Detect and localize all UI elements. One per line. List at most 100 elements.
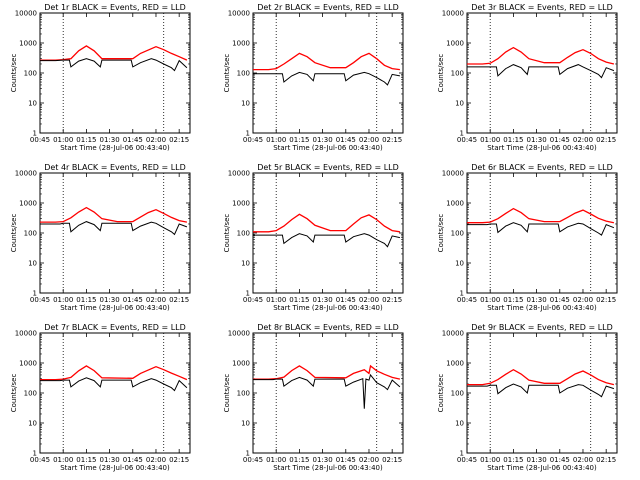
detector-chart-1: Det 1r BLACK = Events, RED = LLD 1 10 100 10… bbox=[10, 3, 191, 152]
y-tick-label: 1 bbox=[33, 130, 37, 138]
x-tick-label: 01:45 bbox=[336, 136, 356, 144]
x-tick-label: 00:45 bbox=[457, 456, 477, 464]
plot-frame bbox=[39, 172, 191, 294]
detector-chart-2: Det 2r BLACK = Events, RED = LLD 1 10 100 10… bbox=[223, 3, 404, 152]
x-tick-label: 01:15 bbox=[503, 136, 523, 144]
x-tick-label: 01:15 bbox=[289, 456, 309, 464]
x-tick-label: 01:30 bbox=[526, 296, 546, 304]
y-tick-label: 10 bbox=[455, 100, 464, 108]
lld-series-line bbox=[40, 206, 188, 223]
y-axis-label: Counts/sec bbox=[223, 374, 231, 413]
x-tick-label: 01:45 bbox=[336, 296, 356, 304]
detector-chart-4: Det 4r BLACK = Events, RED = LLD 1 10 100 10… bbox=[10, 163, 191, 312]
y-tick-label: 10 bbox=[28, 260, 37, 268]
y-tick-label: 100 bbox=[237, 230, 250, 238]
y-tick-label: 10 bbox=[455, 260, 464, 268]
x-axis-label: Start Time (28-Jul-06 00:43:40) bbox=[273, 144, 383, 152]
y-tick-label: 1 bbox=[460, 290, 464, 298]
x-tick-label: 00:45 bbox=[243, 136, 263, 144]
x-tick-label: 00:45 bbox=[30, 136, 50, 144]
lld-series-line bbox=[253, 52, 400, 71]
y-axis-label: Counts/sec bbox=[223, 54, 231, 93]
y-tick-label: 100 bbox=[24, 70, 37, 78]
detector-chart-8: Det 8r BLACK = Events, RED = LLD 1 10 100 10… bbox=[223, 323, 404, 472]
x-tick-label: 01:00 bbox=[53, 136, 73, 144]
events-series-line bbox=[253, 373, 401, 409]
y-tick-label: 100 bbox=[237, 70, 250, 78]
x-tick-label: 01:15 bbox=[503, 296, 523, 304]
x-tick-label: 01:15 bbox=[76, 136, 96, 144]
x-tick-label: 01:30 bbox=[99, 456, 119, 464]
y-tick-label: 100 bbox=[24, 390, 37, 398]
plot-frame bbox=[466, 332, 618, 454]
y-tick-label: 1 bbox=[33, 290, 37, 298]
detector-chart-6: Det 6r BLACK = Events, RED = LLD 1 10 100 10… bbox=[437, 163, 618, 312]
detector-chart-7: Det 7r BLACK = Events, RED = LLD 1 10 100 10… bbox=[10, 323, 191, 472]
x-tick-label: 01:00 bbox=[266, 456, 286, 464]
lld-series-line bbox=[253, 213, 401, 233]
y-tick-label: 10000 bbox=[228, 170, 250, 178]
x-tick-label: 01:45 bbox=[550, 456, 570, 464]
x-tick-label: 02:15 bbox=[169, 136, 189, 144]
lld-series-line bbox=[40, 45, 188, 61]
lld-series-line bbox=[467, 46, 615, 65]
events-series-line bbox=[253, 233, 401, 248]
y-axis-label: Counts/sec bbox=[437, 214, 445, 253]
y-tick-label: 10000 bbox=[442, 10, 464, 18]
x-tick-label: 01:30 bbox=[312, 136, 332, 144]
y-tick-label: 10000 bbox=[442, 330, 464, 338]
x-tick-label: 02:00 bbox=[359, 296, 379, 304]
lld-series-line bbox=[467, 207, 615, 224]
events-series-line bbox=[253, 71, 400, 86]
x-tick-label: 02:15 bbox=[169, 296, 189, 304]
x-tick-label: 01:00 bbox=[266, 296, 286, 304]
x-tick-label: 02:00 bbox=[573, 296, 593, 304]
x-tick-label: 02:15 bbox=[596, 296, 616, 304]
y-tick-label: 10 bbox=[241, 420, 250, 428]
x-tick-label: 01:30 bbox=[526, 456, 546, 464]
x-tick-label: 00:45 bbox=[243, 456, 263, 464]
y-tick-label: 10000 bbox=[228, 10, 250, 18]
y-tick-label: 10000 bbox=[442, 170, 464, 178]
x-tick-label: 01:45 bbox=[336, 456, 356, 464]
y-tick-label: 1000 bbox=[232, 360, 250, 368]
x-tick-label: 02:15 bbox=[382, 456, 402, 464]
y-tick-label: 100 bbox=[451, 390, 464, 398]
x-axis-label: Start Time (28-Jul-06 00:43:40) bbox=[60, 144, 170, 152]
x-axis-label: Start Time (28-Jul-06 00:43:40) bbox=[487, 144, 597, 152]
chart-title: Det 1r BLACK = Events, RED = LLD bbox=[44, 3, 186, 12]
y-tick-label: 1000 bbox=[19, 360, 37, 368]
y-tick-label: 10 bbox=[241, 260, 250, 268]
x-tick-label: 01:15 bbox=[289, 296, 309, 304]
x-tick-label: 01:30 bbox=[312, 456, 332, 464]
x-axis-label: Start Time (28-Jul-06 00:43:40) bbox=[273, 304, 383, 312]
x-tick-label: 02:00 bbox=[359, 456, 379, 464]
x-tick-label: 02:00 bbox=[359, 136, 379, 144]
plot-frame bbox=[252, 172, 404, 294]
y-tick-label: 1 bbox=[460, 450, 464, 458]
x-axis-label: Start Time (28-Jul-06 00:43:40) bbox=[487, 304, 597, 312]
y-tick-label: 10 bbox=[455, 420, 464, 428]
x-tick-label: 01:00 bbox=[480, 456, 500, 464]
x-tick-label: 01:45 bbox=[123, 296, 143, 304]
x-tick-label: 01:30 bbox=[312, 296, 332, 304]
chart-title: Det 9r BLACK = Events, RED = LLD bbox=[471, 323, 613, 332]
x-tick-label: 01:00 bbox=[480, 136, 500, 144]
plot-frame bbox=[466, 172, 618, 294]
y-tick-label: 1 bbox=[460, 130, 464, 138]
x-tick-label: 02:00 bbox=[573, 456, 593, 464]
x-tick-label: 01:45 bbox=[123, 456, 143, 464]
y-tick-label: 100 bbox=[237, 390, 250, 398]
lld-series-line bbox=[40, 365, 188, 381]
plot-frame bbox=[252, 332, 404, 454]
x-tick-label: 02:00 bbox=[573, 136, 593, 144]
y-tick-label: 10000 bbox=[228, 330, 250, 338]
x-tick-label: 00:45 bbox=[243, 296, 263, 304]
chart-title: Det 8r BLACK = Events, RED = LLD bbox=[257, 323, 399, 332]
x-tick-label: 02:15 bbox=[169, 456, 189, 464]
plot-frame bbox=[252, 12, 404, 134]
x-tick-label: 02:00 bbox=[146, 456, 166, 464]
y-tick-label: 1000 bbox=[232, 200, 250, 208]
chart-title: Det 3r BLACK = Events, RED = LLD bbox=[471, 3, 613, 12]
